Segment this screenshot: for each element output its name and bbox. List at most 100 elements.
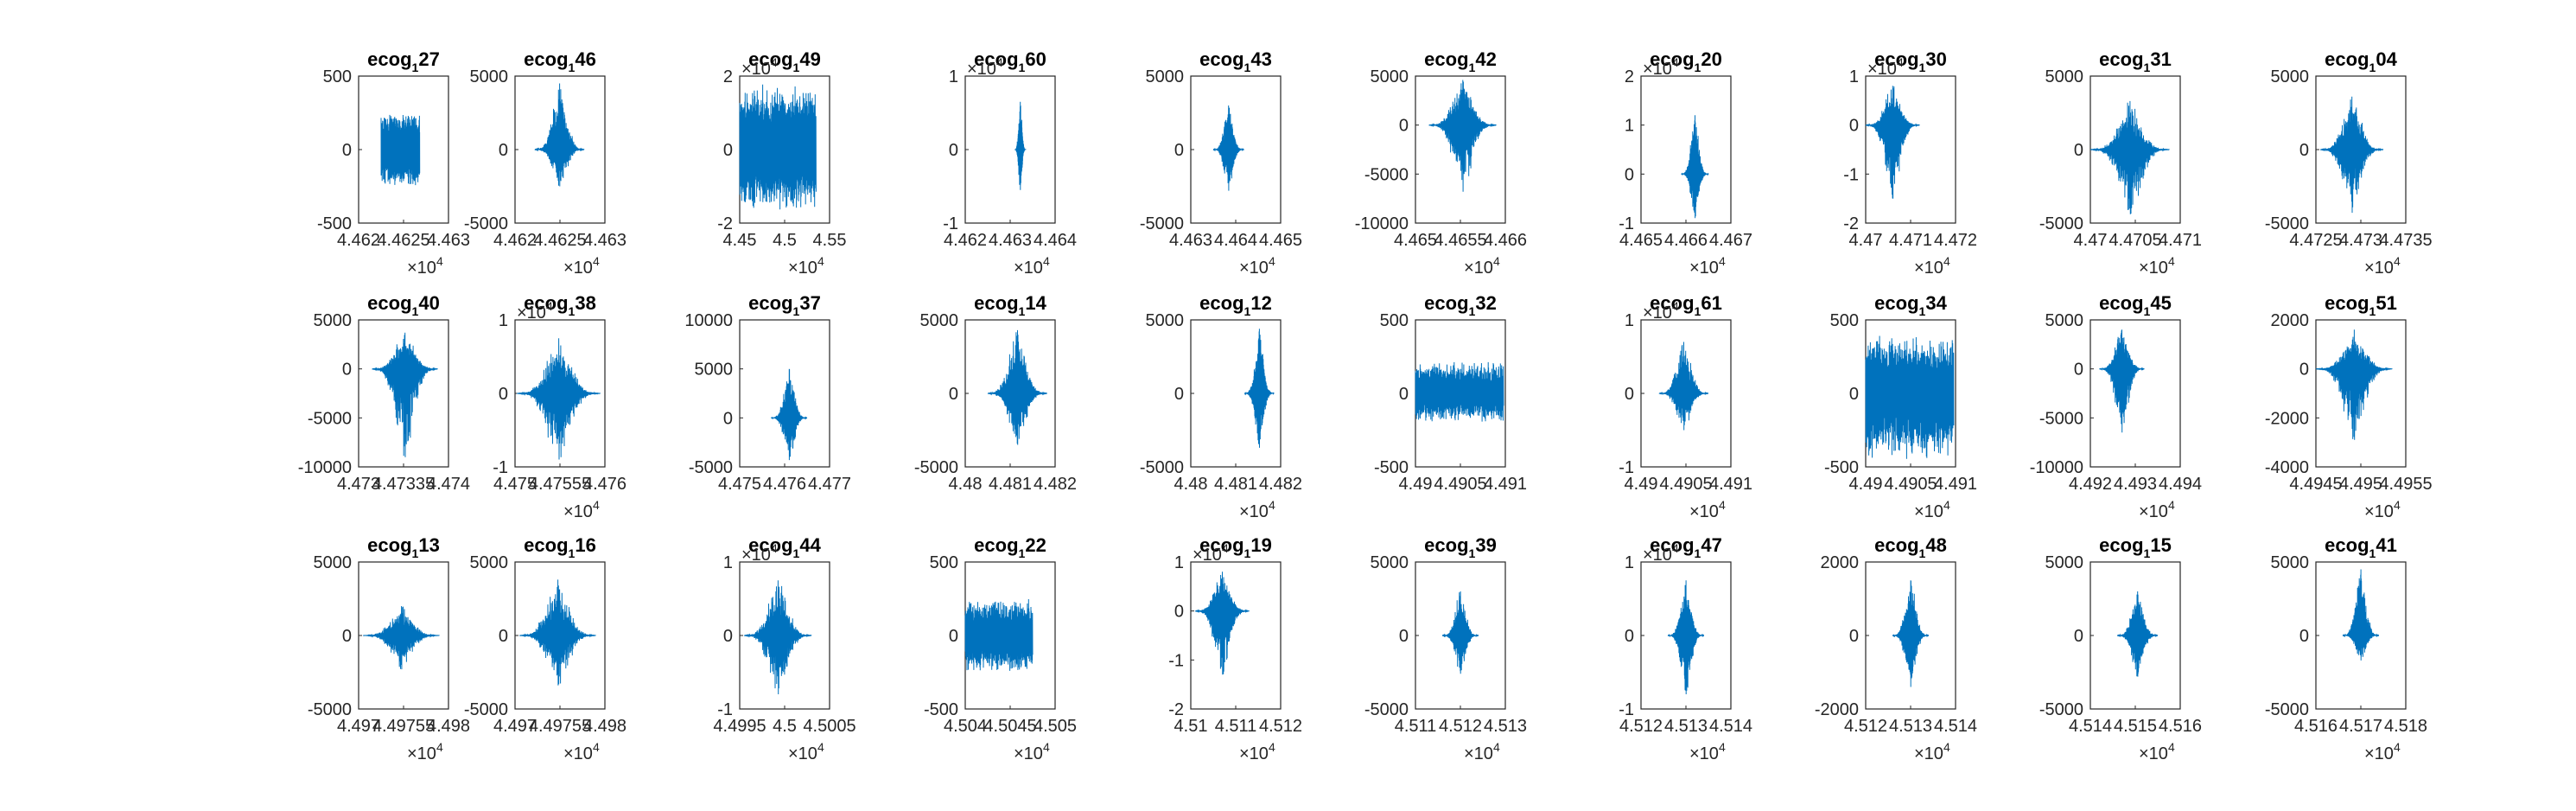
x-tick-label: 4.493 — [2114, 475, 2157, 494]
y-multiplier: ×104 — [967, 55, 1003, 79]
y-tick-label: -1 — [1168, 651, 1184, 670]
x-multiplier: ×104 — [2364, 740, 2401, 763]
title-base: ecog — [1199, 534, 1243, 556]
title-suffix: 40 — [418, 292, 439, 314]
y-tick-label: 0 — [1849, 385, 1859, 404]
x-tick-label: 4.498 — [583, 717, 627, 736]
x-tick-label: 4.482 — [1259, 475, 1302, 494]
title-suffix: 31 — [2150, 48, 2171, 70]
y-tick-label: 5000 — [1371, 553, 1409, 572]
title-subscript: 1 — [1244, 546, 1251, 560]
title-suffix: 22 — [1025, 534, 1046, 556]
y-tick-label: 0 — [1625, 627, 1634, 646]
x-tick-label: 4.475 — [493, 475, 537, 494]
x-tick-label: 4.476 — [763, 475, 806, 494]
y-tick-label: 0 — [723, 409, 733, 428]
signal-trace — [518, 579, 596, 686]
subplot-title: ecog146 — [524, 48, 596, 74]
x-multiplier: ×104 — [563, 254, 600, 278]
x-multiplier: ×104 — [1689, 254, 1726, 278]
subplot-title: ecog160 — [974, 48, 1046, 74]
y-tick-label: -5000 — [308, 700, 352, 719]
subplot-ecog-48: ecog148 -2000 0 2000 4.512 4.513 4.514 ×104 — [1815, 534, 1977, 763]
x-multiplier: ×104 — [2139, 498, 2175, 521]
subplot-title: ecog141 — [2325, 534, 2397, 560]
y-tick-label: 1 — [949, 67, 958, 86]
subplot-title: ecog130 — [1874, 48, 1947, 74]
x-tick-label: 4.4955 — [2379, 475, 2432, 494]
title-base: ecog — [2099, 534, 2143, 556]
x-tick-label: 4.511 — [1215, 717, 1257, 736]
title-subscript: 1 — [1695, 61, 1701, 74]
y-tick-label: 2000 — [1821, 553, 1860, 572]
x-tick-label: 4.463 — [1169, 231, 1212, 250]
y-tick-label: 0 — [499, 141, 508, 160]
x-tick-label: 4.516 — [2294, 717, 2337, 736]
y-tick-label: 0 — [342, 141, 352, 160]
y-tick-label: -1 — [1619, 700, 1634, 719]
y-tick-label: 1 — [1625, 117, 1634, 136]
x-tick-label: 4.514 — [2069, 717, 2112, 736]
x-tick-label: 4.473 — [2339, 231, 2382, 250]
y-multiplier: ×104 — [1643, 55, 1679, 79]
y-tick-label: 5000 — [2045, 553, 2084, 572]
y-tick-label: 0 — [1625, 385, 1634, 404]
x-tick-label: 4.512 — [1439, 717, 1482, 736]
x-tick-label: 4.5005 — [803, 717, 855, 736]
signal-trace — [1667, 580, 1705, 695]
title-base: ecog — [1424, 292, 1468, 314]
y-tick-label: -5000 — [2039, 214, 2083, 233]
y-tick-label: 1 — [1625, 553, 1634, 572]
y-tick-label: 0 — [2074, 361, 2083, 380]
title-suffix: 41 — [2376, 534, 2396, 556]
subplot-ecog-41: ecog141 -5000 0 5000 4.516 4.517 4.518 ×104 — [2265, 534, 2427, 763]
title-base: ecog — [748, 292, 792, 314]
x-tick-label: 4.4945 — [2289, 475, 2342, 494]
x-tick-label: 4.49 — [1399, 475, 1433, 494]
y-tick-label: 5000 — [470, 67, 509, 86]
y-tick-label: -5000 — [1364, 700, 1409, 719]
x-tick-label: 4.471 — [1889, 231, 1932, 250]
signal-trace — [2099, 329, 2145, 433]
y-tick-label: -5000 — [1364, 165, 1409, 184]
subplot-ecog-49: ecog149 -2 0 2 4.45 4.5 4.55 ×104 ×104 — [717, 48, 846, 278]
signal-trace — [516, 338, 601, 460]
title-subscript: 1 — [1469, 546, 1476, 560]
title-base: ecog — [367, 48, 411, 70]
signal-trace — [2089, 100, 2170, 214]
y-tick-label: -5000 — [464, 214, 508, 233]
subplot-title: ecog140 — [367, 292, 440, 318]
y-tick-label: 5000 — [1146, 67, 1185, 86]
x-tick-label: 4.45 — [723, 231, 757, 250]
subplot-title: ecog116 — [524, 534, 596, 560]
y-tick-label: 2 — [723, 67, 733, 86]
x-tick-label: 4.513 — [1484, 717, 1527, 736]
y-tick-label: -5000 — [464, 700, 508, 719]
y-tick-label: -500 — [317, 214, 352, 233]
subplot-ecog-15: ecog115 -5000 0 5000 4.514 4.515 4.516 ×104 — [2039, 534, 2202, 763]
y-tick-label: -5000 — [689, 458, 733, 477]
y-tick-label: 0 — [723, 627, 733, 646]
x-tick-label: 4.4725 — [2289, 231, 2342, 250]
y-tick-label: 500 — [930, 553, 958, 572]
axes-box — [2089, 319, 2181, 468]
x-multiplier: ×104 — [1014, 740, 1050, 763]
y-tick-label: 0 — [1399, 385, 1409, 404]
subplot-title: ecog131 — [2099, 48, 2172, 74]
y-multiplier: ×104 — [741, 541, 778, 565]
signal-trace — [1892, 580, 1930, 687]
y-tick-label: 0 — [1399, 627, 1409, 646]
y-tick-label: 0 — [1174, 141, 1184, 160]
title-subscript: 1 — [1244, 304, 1251, 318]
title-base: ecog — [1424, 48, 1468, 70]
axes-box — [1865, 75, 1956, 224]
title-suffix: 37 — [799, 292, 820, 314]
subplot-title: ecog120 — [1650, 48, 1722, 74]
signal-trace — [2315, 329, 2393, 440]
y-tick-label: 5000 — [695, 361, 734, 380]
y-tick-label: 1 — [1174, 553, 1184, 572]
y-tick-label: 0 — [1625, 165, 1634, 184]
